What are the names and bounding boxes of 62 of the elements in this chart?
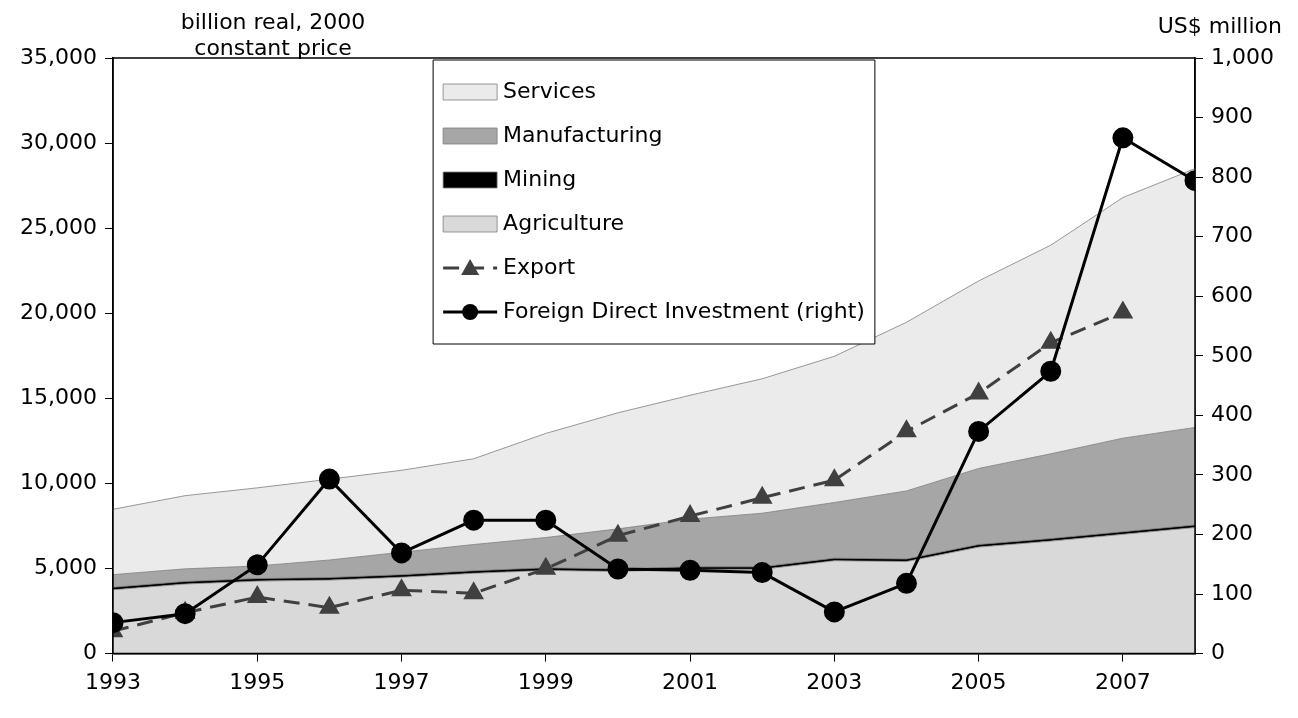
y2-tick-label: 600: [1211, 281, 1254, 307]
point: [969, 382, 988, 400]
legend-label: Agriculture: [503, 209, 625, 235]
point: [823, 601, 845, 623]
x-tick-label: 1999: [517, 668, 574, 694]
x-tick-label: 2005: [950, 668, 1007, 694]
point: [1113, 301, 1133, 319]
point: [751, 562, 773, 584]
point: [680, 505, 700, 523]
point: [391, 542, 413, 564]
y2-tick-label: 900: [1211, 103, 1254, 129]
point: [536, 558, 556, 575]
point: [320, 597, 339, 614]
y-axis-title: billion real, 2000 constant price: [180, 8, 366, 60]
point: [1112, 127, 1134, 149]
legend-label: Manufacturing: [503, 121, 663, 147]
y2-tick-label: 100: [1211, 579, 1254, 605]
point: [1040, 360, 1062, 382]
y2-tick-label: 300: [1211, 460, 1254, 486]
y-tick-label: 10,000: [19, 469, 97, 495]
y-tick-label: 0: [82, 639, 97, 665]
point: [247, 586, 267, 604]
y-tick-label: 15,000: [19, 384, 97, 410]
point: [464, 582, 483, 600]
x-tick-label: 2003: [806, 668, 863, 694]
point: [535, 509, 557, 531]
x-tick-label: 2007: [1094, 668, 1151, 694]
point: [895, 572, 917, 594]
x-tick-label: 2001: [662, 668, 719, 694]
point: [825, 469, 844, 487]
y2-axis-title: US$ million: [1157, 12, 1282, 38]
point: [174, 603, 196, 625]
legend-label: Foreign Direct Investment (right): [503, 297, 865, 323]
y2-tick-label: 0: [1211, 639, 1226, 665]
y2-tick-label: 1,000: [1211, 43, 1274, 69]
point: [1041, 332, 1061, 349]
legend-label: Export: [503, 253, 576, 279]
x-tick-label: 1995: [229, 668, 286, 694]
point: [608, 525, 628, 542]
y2-tick-label: 200: [1211, 520, 1254, 546]
y2-tick-label: 700: [1211, 222, 1254, 248]
point: [246, 554, 268, 576]
y-tick-label: 30,000: [19, 128, 97, 154]
y-tick-label: 25,000: [19, 213, 97, 239]
y2-tick-label: 800: [1211, 162, 1254, 188]
x-tick-label: 1997: [373, 668, 430, 694]
x-tick-label: 1993: [84, 668, 141, 694]
point: [463, 509, 485, 531]
point: [679, 559, 701, 581]
point: [968, 420, 990, 442]
y-tick-label: 20,000: [19, 298, 97, 324]
legend-label: Mining: [503, 165, 577, 191]
point: [607, 558, 629, 580]
y2-tick-label: 400: [1211, 401, 1254, 427]
y-tick-label: 35,000: [19, 43, 97, 69]
point: [897, 420, 916, 438]
legend-label: Services: [503, 77, 596, 103]
point: [318, 468, 340, 490]
y-tick-label: 5,000: [33, 554, 97, 580]
point: [752, 487, 772, 504]
y2-tick-label: 500: [1211, 341, 1254, 367]
point: [392, 579, 411, 597]
